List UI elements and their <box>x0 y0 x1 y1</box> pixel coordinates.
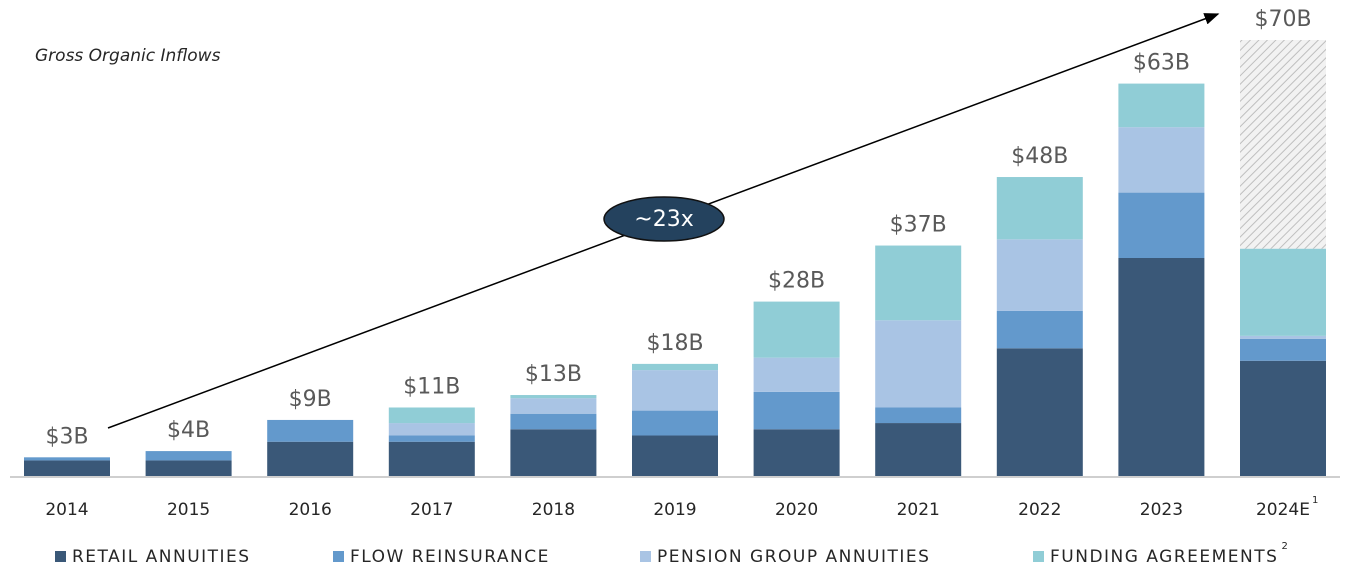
x-tick-label: 2017 <box>410 500 453 520</box>
bar-segment <box>1240 338 1326 361</box>
bar-segment <box>996 177 1083 240</box>
bar-segment <box>996 348 1083 476</box>
chart-title: Gross Organic Inflows <box>35 46 221 66</box>
value-label: $11B <box>403 374 460 399</box>
x-tick-label: 2020 <box>775 500 818 520</box>
bar-segment <box>632 410 718 436</box>
x-tick-label: 2014 <box>45 500 88 520</box>
bar-segment <box>1118 258 1205 476</box>
bar-segment <box>1240 360 1326 476</box>
bar-segment <box>996 310 1083 349</box>
x-tick-label: 2022 <box>1018 500 1061 520</box>
bar-segment <box>388 441 475 476</box>
bar-segment <box>24 457 110 461</box>
value-label: $37B <box>890 213 947 238</box>
bar-segment <box>875 423 962 476</box>
bar-segment <box>875 407 962 424</box>
bar-segment <box>875 320 962 408</box>
bar-segment <box>388 423 475 436</box>
value-label: $9B <box>289 387 332 412</box>
bar-segment <box>632 435 718 476</box>
value-label: $18B <box>646 331 703 356</box>
x-tick-label: 2019 <box>653 500 696 520</box>
bar-segment <box>145 451 232 461</box>
bar-segment <box>1240 248 1326 336</box>
footnote-mark: 2 <box>1281 541 1287 552</box>
bar-segment <box>1118 127 1205 193</box>
legend-item: FLOW REINSURANCE <box>333 547 550 567</box>
bar-segment <box>753 301 840 358</box>
bar-segment <box>753 391 840 430</box>
value-label: $63B <box>1133 51 1190 76</box>
legend-label: FUNDING AGREEMENTS <box>1050 547 1278 567</box>
bar-segment <box>510 398 597 414</box>
legend-swatch <box>1033 551 1044 562</box>
legend-swatch <box>333 551 344 562</box>
bar-segment <box>24 460 110 476</box>
bar-segment <box>632 363 718 371</box>
value-label: $4B <box>167 418 210 443</box>
legend-item: PENSION GROUP ANNUITIES <box>640 547 930 567</box>
annotation-bubble <box>603 196 725 242</box>
x-tick-label: 2016 <box>289 500 332 520</box>
x-tick-label: 2021 <box>897 500 940 520</box>
bar-segment <box>510 395 597 399</box>
bar-segment <box>753 357 840 392</box>
estimate-remainder <box>1240 40 1326 249</box>
bar-segment <box>510 413 597 430</box>
x-tick-label: 2018 <box>532 500 575 520</box>
bar-segment <box>388 407 475 424</box>
x-tick-label: 2024E <box>1256 500 1310 520</box>
annotation: ~23x <box>634 207 693 232</box>
legend-label: FLOW REINSURANCE <box>350 547 550 567</box>
value-label: $13B <box>525 362 582 387</box>
footnote-mark: 1 <box>1312 495 1318 506</box>
value-label: $3B <box>45 424 88 449</box>
legend-swatch <box>640 551 651 562</box>
x-tick-label: 2023 <box>1140 500 1183 520</box>
legend-item: RETAIL ANNUITIES <box>55 547 251 567</box>
bar-segment <box>145 460 232 476</box>
bar-segment <box>1118 192 1205 258</box>
bar-segment <box>267 419 354 442</box>
legend-swatch <box>55 551 66 562</box>
bar-segment <box>388 435 475 442</box>
bar-segment <box>1240 335 1326 339</box>
bar-segment <box>1118 83 1205 128</box>
legend-label: PENSION GROUP ANNUITIES <box>657 547 930 567</box>
value-label: $70B <box>1254 7 1311 32</box>
value-label: $28B <box>768 269 825 294</box>
value-label: $48B <box>1011 144 1068 169</box>
bar-segment <box>996 239 1083 311</box>
legend-label: RETAIL ANNUITIES <box>72 547 251 567</box>
bar-segment <box>510 429 597 476</box>
bar-segment <box>753 429 840 476</box>
bar-segment <box>267 441 354 476</box>
bar-segment <box>632 370 718 411</box>
x-tick-label: 2015 <box>167 500 210 520</box>
bar-segment <box>875 245 962 321</box>
